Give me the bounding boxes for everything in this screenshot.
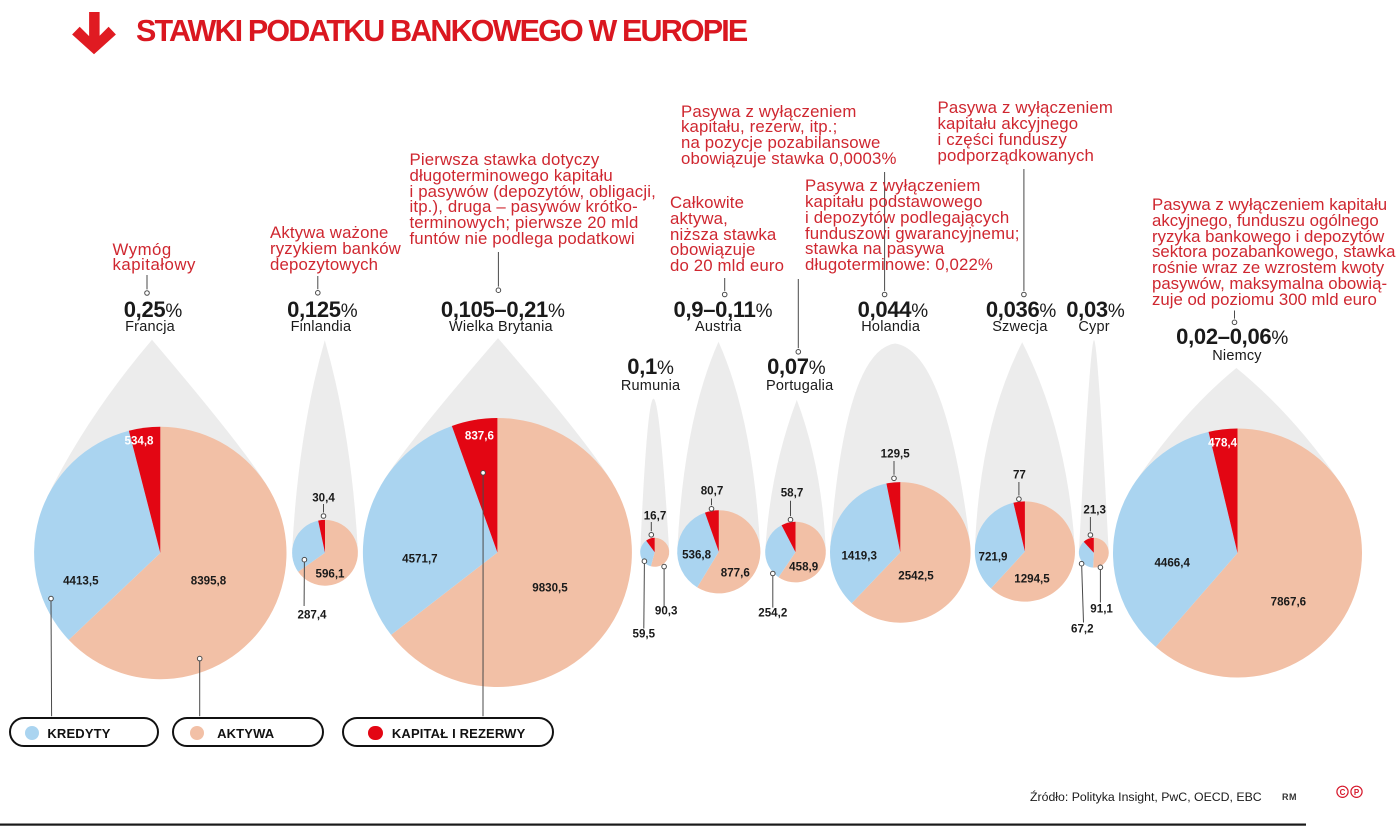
svg-text:P: P <box>1354 788 1360 797</box>
svg-text:C: C <box>1340 788 1346 797</box>
